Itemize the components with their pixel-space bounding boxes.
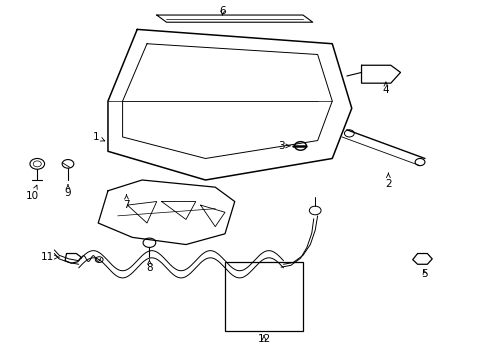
Text: 11: 11 (41, 252, 59, 262)
Text: 1: 1 (92, 132, 104, 142)
Text: 5: 5 (421, 269, 427, 279)
Text: 10: 10 (26, 185, 39, 201)
Text: 4: 4 (382, 82, 388, 95)
Text: 8: 8 (146, 260, 152, 273)
Text: 12: 12 (257, 333, 270, 343)
Bar (224, 262, 303, 330)
Text: 6: 6 (219, 6, 225, 17)
Text: 3: 3 (277, 141, 289, 151)
Text: 2: 2 (384, 173, 391, 189)
Text: 9: 9 (64, 185, 71, 198)
Text: 7: 7 (123, 194, 129, 210)
